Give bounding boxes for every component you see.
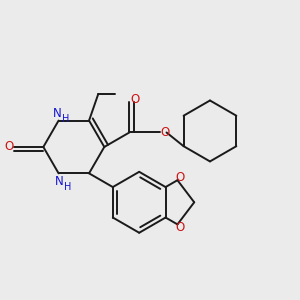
Text: N: N xyxy=(55,175,64,188)
Text: O: O xyxy=(175,221,184,234)
Text: O: O xyxy=(175,171,184,184)
Text: N: N xyxy=(53,107,62,120)
Text: O: O xyxy=(161,126,170,139)
Text: H: H xyxy=(62,115,69,124)
Text: O: O xyxy=(130,93,140,106)
Text: O: O xyxy=(4,140,14,154)
Text: H: H xyxy=(64,182,71,192)
